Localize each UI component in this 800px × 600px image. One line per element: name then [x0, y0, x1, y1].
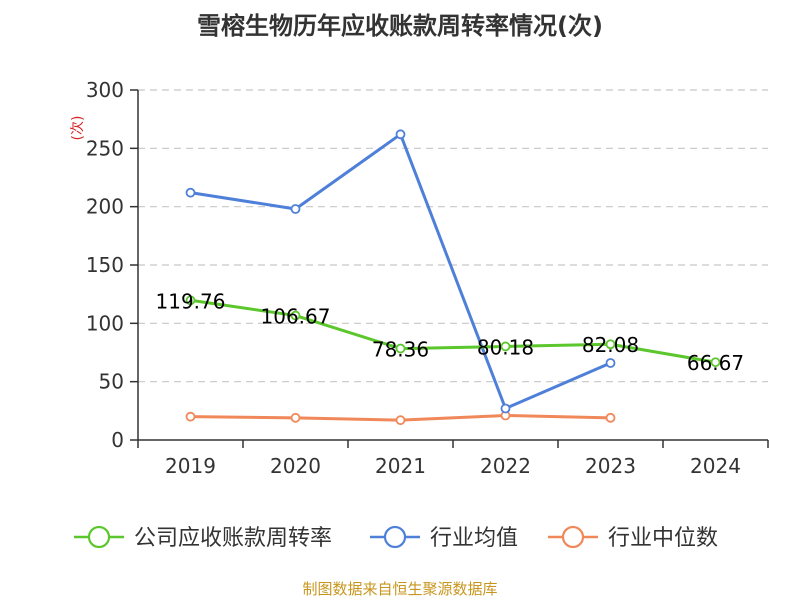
data-point — [185, 187, 196, 198]
legend-marker — [87, 525, 111, 549]
x-tick-label: 2023 — [585, 454, 636, 478]
legend-label: 行业均值 — [430, 526, 518, 551]
legend-marker — [561, 525, 585, 549]
data-point — [500, 403, 511, 414]
x-tick-label: 2020 — [270, 454, 321, 478]
data-point — [605, 412, 616, 423]
y-tick-label: 200 — [86, 195, 124, 219]
source-note: 制图数据来自恒生聚源数据库 — [302, 580, 498, 598]
legend-marker — [383, 525, 407, 549]
data-point — [290, 412, 301, 423]
x-tick-label: 2024 — [690, 454, 741, 478]
data-point — [395, 415, 406, 426]
y-tick-label: 50 — [99, 370, 124, 394]
data-point — [395, 129, 406, 140]
x-tick-label: 2019 — [165, 454, 216, 478]
x-tick-label: 2022 — [480, 454, 531, 478]
data-label: 66.67 — [687, 351, 744, 375]
data-label: 80.18 — [477, 335, 534, 359]
data-point — [290, 310, 301, 321]
data-point — [605, 339, 616, 350]
data-label: 106.67 — [261, 305, 331, 329]
data-point — [500, 341, 511, 352]
data-point — [185, 295, 196, 306]
series-line-0 — [190, 298, 716, 364]
data-label: 82.08 — [582, 333, 639, 357]
x-tick-label: 2021 — [375, 454, 426, 478]
y-axis-title: (次) — [70, 116, 86, 141]
y-tick-label: 100 — [86, 311, 124, 335]
data-point — [290, 204, 301, 214]
data-label: 78.36 — [372, 338, 429, 362]
data-point — [395, 343, 406, 354]
chart-title: 雪榕生物历年应收账款周转率情况(次) — [197, 12, 603, 40]
y-tick-label: 250 — [86, 136, 124, 160]
data-point — [185, 411, 196, 422]
y-tick-label: 0 — [111, 428, 124, 452]
y-tick-label: 300 — [86, 78, 124, 102]
data-point — [605, 358, 616, 368]
data-label: 119.76 — [156, 289, 226, 313]
data-point — [710, 357, 721, 368]
series-line-1 — [190, 132, 612, 410]
legend-label: 行业中位数 — [608, 526, 718, 551]
legend-label: 公司应收账款周转率 — [134, 526, 332, 551]
y-tick-label: 150 — [86, 253, 124, 277]
